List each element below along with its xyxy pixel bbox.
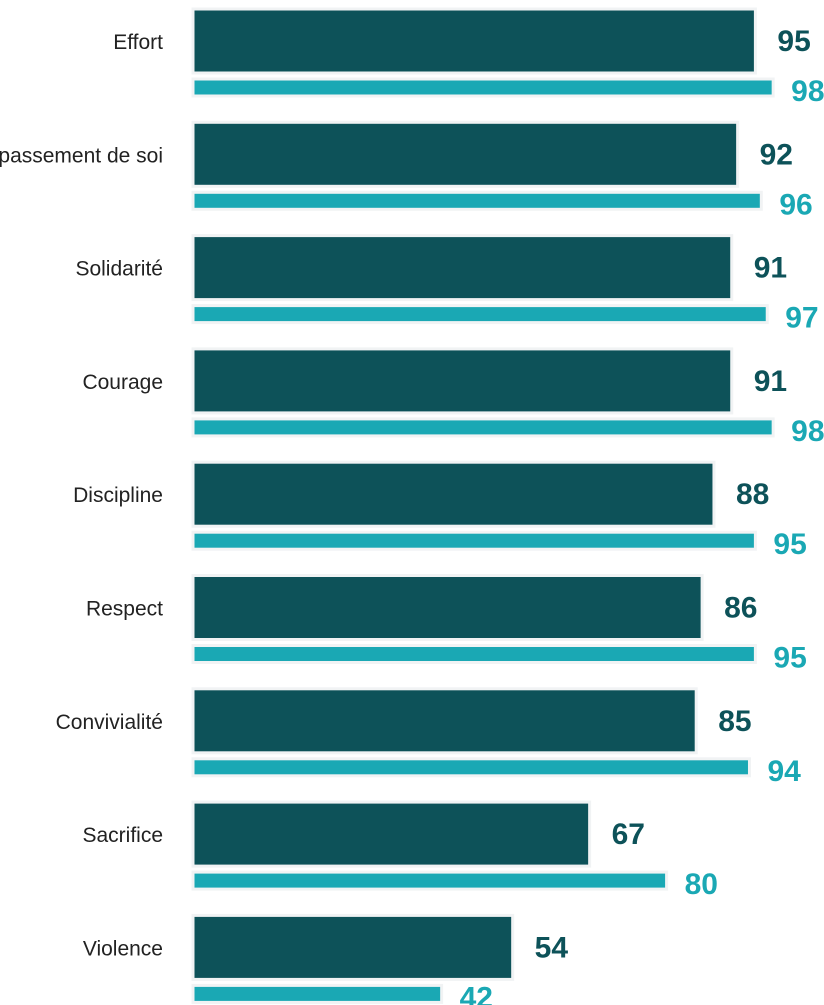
value-label-series-1: 54 xyxy=(535,931,569,964)
bar-series-2 xyxy=(191,757,751,778)
bar-series-1 xyxy=(191,234,734,302)
bar-series-2 xyxy=(191,77,775,98)
value-label-series-2: 80 xyxy=(685,868,718,901)
value-label-series-2: 95 xyxy=(773,528,806,561)
bar-series-2 xyxy=(191,417,775,438)
value-label-series-1: 91 xyxy=(754,252,787,285)
value-label-series-2: 42 xyxy=(460,981,493,1005)
value-label-series-1: 91 xyxy=(754,365,787,398)
bar-series-1 xyxy=(191,574,704,641)
bar-series-1 xyxy=(191,800,592,868)
bar-series-2 xyxy=(191,644,757,664)
category-label: Effort xyxy=(113,31,163,54)
bar-series-1 xyxy=(191,913,515,981)
category-label: Sacrifice xyxy=(82,824,163,847)
category-label: Solidarité xyxy=(75,258,163,281)
category-label: Respect xyxy=(86,598,163,621)
category-label: Convivialité xyxy=(56,711,163,734)
value-label-series-2: 95 xyxy=(773,642,806,675)
bar-series-2 xyxy=(191,530,757,551)
value-label-series-1: 86 xyxy=(724,592,757,625)
bar-series-1 xyxy=(191,120,740,188)
value-label-series-1: 88 xyxy=(736,478,769,511)
bar-series-1 xyxy=(191,347,734,415)
value-label-series-1: 85 xyxy=(718,705,751,738)
value-label-series-2: 97 xyxy=(785,302,818,335)
bar-series-2 xyxy=(191,983,444,1004)
bar-series-2 xyxy=(191,190,763,211)
bar-series-2 xyxy=(191,870,669,891)
category-label: Violence xyxy=(83,937,163,960)
value-label-series-1: 67 xyxy=(612,818,645,851)
bar-series-1 xyxy=(191,7,757,75)
value-label-series-1: 95 xyxy=(777,25,810,58)
bar-series-1 xyxy=(191,687,698,755)
category-label: Dépassement de soi xyxy=(0,144,163,167)
bar-series-1 xyxy=(191,460,716,528)
value-label-series-2: 98 xyxy=(791,75,824,108)
value-label-series-2: 98 xyxy=(791,415,824,448)
category-label: Discipline xyxy=(73,484,163,507)
category-label: Courage xyxy=(82,371,163,394)
value-label-series-2: 94 xyxy=(767,755,801,788)
value-label-series-1: 92 xyxy=(760,138,793,171)
value-label-series-2: 96 xyxy=(779,188,812,221)
bar-series-2 xyxy=(191,304,769,325)
